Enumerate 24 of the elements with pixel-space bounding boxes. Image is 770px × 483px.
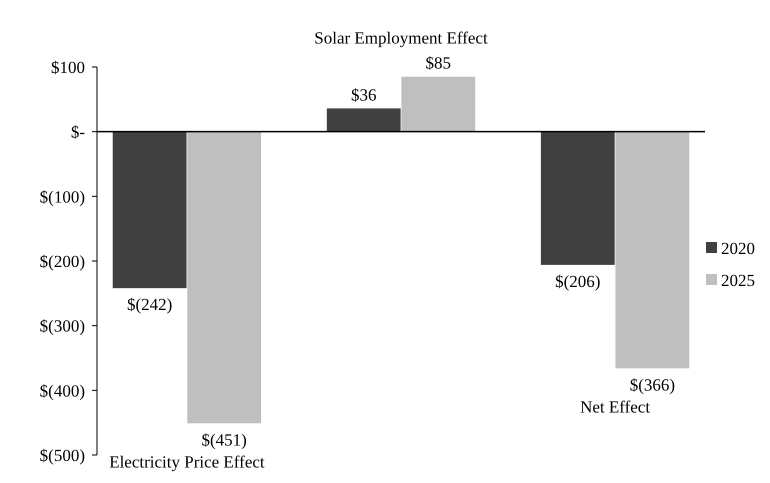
bar [540, 132, 615, 265]
y-tick-label: $(300) [40, 316, 85, 336]
y-tick-label: $100 [51, 58, 85, 77]
x-tick-label: Electricity Price Effect [109, 452, 265, 472]
data-label: $(242) [126, 295, 172, 314]
data-label: $(206) [555, 272, 600, 291]
bar [187, 132, 262, 424]
y-tick-label: $(100) [40, 187, 85, 206]
y-tick-label: $(400) [40, 381, 85, 400]
bar [326, 108, 401, 132]
legend-label: 2025 [721, 270, 755, 290]
bar [401, 76, 476, 132]
legend-label: 2020 [721, 238, 755, 258]
y-tick-label: $- [70, 122, 86, 142]
data-label: $36 [350, 85, 376, 104]
bar [615, 132, 690, 368]
data-label: $(366) [630, 375, 676, 394]
data-label: $(451) [202, 430, 247, 450]
y-tick-label: $(500) [40, 446, 85, 465]
bar [112, 132, 187, 288]
x-tick-label: Net Effect [580, 397, 650, 416]
data-label: $85 [426, 54, 452, 73]
x-tick-label: Solar Employment Effect [314, 28, 488, 48]
y-tick-label: $(200) [40, 252, 85, 271]
